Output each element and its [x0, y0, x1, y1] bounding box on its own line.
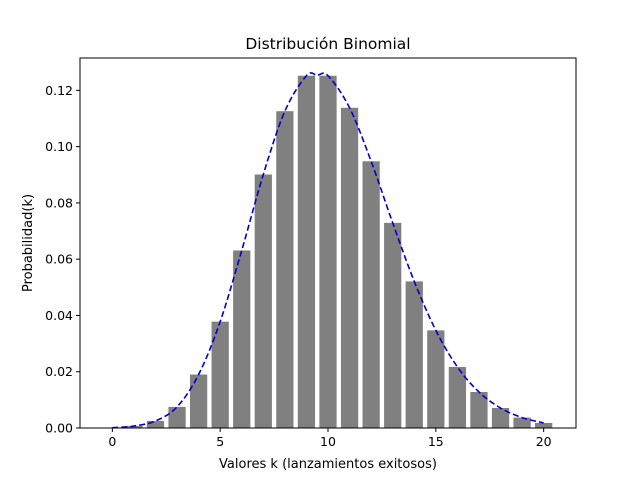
bar-k-11 [340, 107, 359, 429]
y-tick-label: 0.08 [45, 195, 73, 210]
x-tick-label: 5 [216, 434, 224, 449]
bar-k-9 [297, 75, 316, 428]
x-tick-label: 10 [320, 434, 336, 449]
y-tick-label: 0.10 [45, 139, 73, 154]
bar-k-19 [513, 417, 531, 428]
bar-k-4 [189, 374, 208, 428]
bar-k-8 [276, 111, 294, 429]
bar-k-17 [470, 391, 488, 428]
bar-k-2 [146, 420, 165, 428]
bar-k-7 [254, 174, 272, 428]
bar-k-5 [211, 321, 229, 428]
y-tick-label: 0.02 [45, 364, 73, 379]
x-tick-label: 15 [428, 434, 444, 449]
bar-k-14 [405, 281, 423, 428]
y-tick-label: 0.12 [45, 83, 73, 98]
y-axis-label: Probabilidad(k) [21, 194, 36, 292]
bar-k-15 [427, 330, 445, 428]
bar-k-18 [491, 408, 510, 428]
bars-group [103, 75, 553, 429]
y-tick-label: 0.04 [45, 308, 73, 323]
bar-k-16 [448, 366, 467, 428]
y-tick-label: 0.00 [45, 421, 73, 436]
y-axis-ticks: 0.00 0.02 0.04 0.06 0.08 0.10 0.12 [45, 83, 80, 436]
bar-k-3 [168, 406, 186, 428]
binomial-curve [112, 72, 544, 429]
x-axis-label: Valores k (lanzamientos exitosos) [219, 457, 437, 472]
bar-k-10 [319, 75, 337, 428]
x-axis-ticks: 0 5 10 15 20 [108, 428, 552, 449]
bar-k-12 [362, 161, 380, 428]
bar-k-20 [535, 422, 553, 428]
x-tick-label: 20 [536, 434, 552, 449]
bar-k-13 [384, 222, 402, 428]
x-tick-label: 0 [108, 434, 116, 449]
y-tick-label: 0.06 [45, 252, 73, 267]
chart-title: Distribución Binomial [245, 35, 410, 53]
bar-k-1 [125, 426, 143, 428]
bar-k-6 [233, 250, 251, 428]
